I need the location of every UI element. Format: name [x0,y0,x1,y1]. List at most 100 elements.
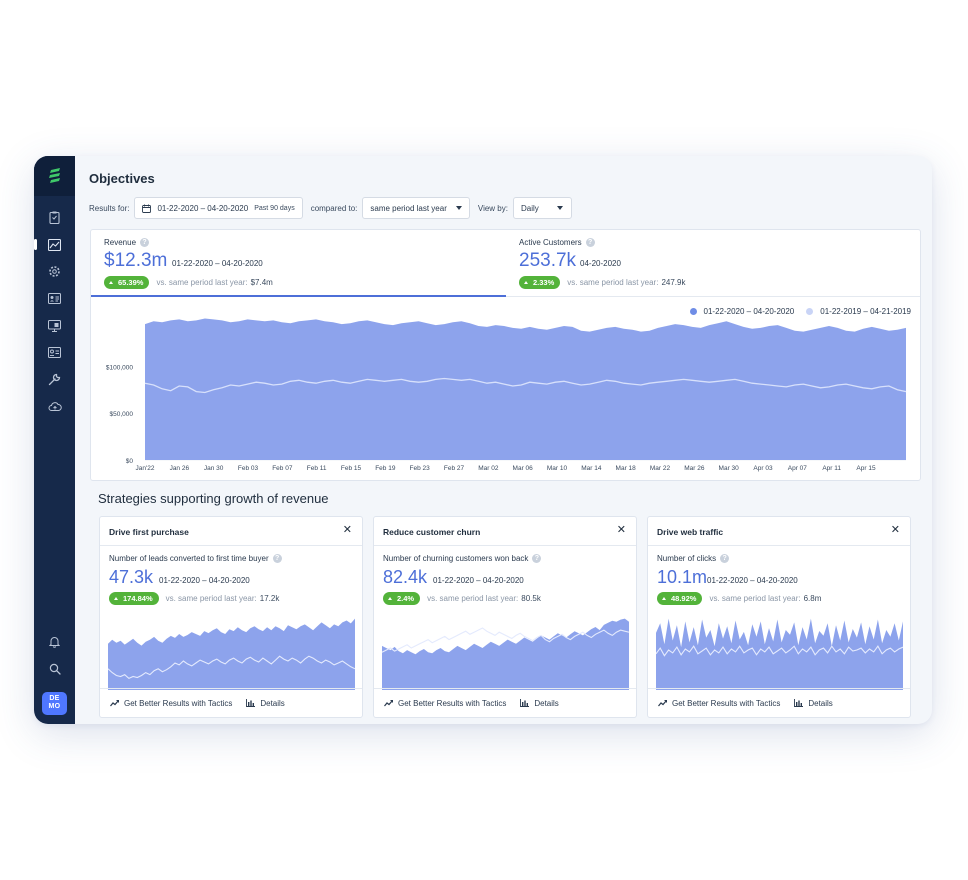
view-by-select[interactable]: Daily [512,197,572,219]
date-range-hint: Past 90 days [254,204,295,212]
bell-icon[interactable] [47,634,62,649]
tactics-link[interactable]: Get Better Results with Tactics [110,699,232,708]
monitor-icon[interactable] [47,318,62,333]
compare-label: vs. same period last year: [156,278,248,287]
trend-icon [384,700,393,707]
date-range-value: 01-22-2020 – 04-20-2020 [157,203,249,213]
help-icon[interactable]: ? [140,238,150,247]
logo-icon[interactable] [34,156,75,196]
card-area-chart [656,618,903,690]
close-icon[interactable]: ✕ [616,524,626,536]
card-title: Drive web traffic [657,527,724,537]
trend-icon [110,700,119,707]
bar-chart-icon [794,699,804,707]
details-label: Details [808,698,833,708]
settings-icon[interactable] [47,264,62,279]
contacts-icon[interactable] [47,291,62,306]
card-area-chart [108,618,355,690]
date-range-picker[interactable]: 01-22-2020 – 04-20-2020 Past 90 days [134,197,303,219]
card-title: Reduce customer churn [383,527,481,537]
series-previous-line [108,655,355,680]
compare-label: vs. same period last year: [427,594,519,603]
id-card-icon[interactable] [47,345,62,360]
details-link[interactable]: Details [520,698,559,708]
compare-value: 6.8m [803,594,822,603]
metric-range: 04-20-2020 [580,259,621,268]
legend-dot [689,308,697,315]
card-footer: Get Better Results with Tactics Details [374,688,636,717]
metric-value: $12.3m [104,250,168,271]
close-icon[interactable]: ✕ [890,524,900,536]
card-header: Drive first purchase ✕ [100,517,362,546]
close-icon[interactable]: ✕ [342,524,352,536]
cloud-icon[interactable] [47,399,62,414]
card-compare: 48.92% vs. same period last year: 6.8m [657,592,821,605]
arrow-up-icon [114,597,118,600]
metric-compare: 2.33% vs. same period last year: 247.9k [519,276,685,289]
x-tick-label: Feb 23 [410,465,431,472]
sidebar: DE MO [34,156,75,724]
revenue-area-chart: $0 $50,000 $100,000 Jan'22 Jan 26 Jan 30 Feb 0… [106,318,907,472]
x-tick-label: Jan'22 [136,465,155,472]
trend-icon [658,700,667,707]
metric-label: Revenue ? [104,238,150,247]
badge-value: 2.33% [533,278,555,287]
legend-item-previous[interactable]: 01-22-2019 – 04-21-2019 [806,307,911,316]
x-tick-label: Mar 02 [478,465,499,472]
revenue-panel: Revenue ? $12.3m 01-22-2020 – 04-20-2020… [90,229,921,481]
compare-label: vs. same period last year: [709,594,801,603]
series-current-area [108,618,355,690]
metric-compare: 65.39% vs. same period last year: $7.4m [104,276,273,289]
wrench-icon[interactable] [47,372,62,387]
avatar[interactable]: DE MO [42,692,67,715]
series-previous-line [144,377,907,394]
help-icon[interactable]: ? [272,554,282,563]
tactics-link[interactable]: Get Better Results with Tactics [384,699,506,708]
help-icon[interactable]: ? [532,554,542,563]
series-previous-line [656,645,903,657]
card-metric-label: Number of clicks ? [657,554,730,563]
x-tick-label: Feb 07 [272,465,293,472]
badge-value: 48.92% [671,594,697,603]
legend-item-current[interactable]: 01-22-2020 – 04-20-2020 [689,307,794,316]
help-icon[interactable]: ? [585,238,595,247]
metric-label-text: Revenue [104,238,137,247]
card-footer: Get Better Results with Tactics Details [648,688,910,717]
clipboard-icon[interactable] [47,210,62,225]
metric-tab-revenue[interactable]: Revenue ? $12.3m 01-22-2020 – 04-20-2020… [91,230,506,296]
strategy-card: Drive first purchase ✕ Number of leads c… [99,516,363,718]
chart-legend: 01-22-2020 – 04-20-2020 01-22-2019 – 04-… [678,307,911,316]
card-compare: 2.4% vs. same period last year: 80.5k [383,592,541,605]
compare-value: 17.2k [259,594,280,603]
page-title: Objectives [89,171,155,186]
badge-value: 174.84% [123,594,153,603]
card-value: 10.1m [657,567,708,587]
y-tick-label: $0 [126,458,134,465]
card-metric-label: Number of leads converted to first time … [109,554,282,563]
filter-bar: Results for: 01-22-2020 – 04-20-2020 Pas… [89,196,580,220]
details-link[interactable]: Details [246,699,285,708]
metric-label: Active Customers ? [519,238,595,247]
card-range: 01-22-2020 – 04-20-2020 [707,576,798,585]
x-tick-label: Apr 03 [753,465,773,472]
help-icon[interactable]: ? [720,554,730,563]
tactics-label: Get Better Results with Tactics [398,698,507,708]
metric-tab-customers[interactable]: Active Customers ? 253.7k 04-20-2020 2.3… [506,230,922,296]
x-tick-label: Mar 22 [650,465,671,472]
metric-label-text: Active Customers [519,238,582,247]
metric-range: 01-22-2020 – 04-20-2020 [172,259,263,268]
metric-value: 253.7k [519,250,577,271]
compared-to-select[interactable]: same period last year [362,197,470,219]
card-metric-label-text: Number of leads converted to first time … [109,554,269,563]
y-tick-label: $50,000 [110,411,134,418]
search-icon[interactable] [47,661,62,676]
x-tick-label: Jan 26 [170,465,190,472]
tactics-link[interactable]: Get Better Results with Tactics [658,699,780,708]
details-label: Details [534,698,559,708]
details-link[interactable]: Details [794,698,833,708]
card-metric-label-text: Number of churning customers won back [383,554,529,563]
series-current-area [656,618,903,690]
chart-icon[interactable] [47,237,62,252]
card-footer: Get Better Results with Tactics Details [100,688,362,717]
view-by-label: View by: [477,203,508,213]
